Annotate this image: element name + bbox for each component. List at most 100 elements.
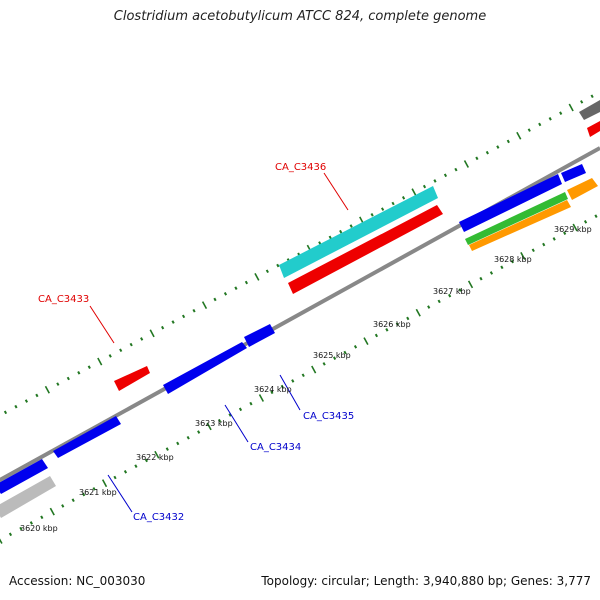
scale-tick xyxy=(463,160,470,168)
scale-tick xyxy=(270,390,274,395)
kbp-label: 3627 kbp xyxy=(433,287,471,296)
scale-tick xyxy=(437,299,441,304)
scale-tick xyxy=(244,280,249,285)
scale-tick xyxy=(374,333,379,338)
scale-tick xyxy=(161,325,165,330)
gene-arrow-red[interactable] xyxy=(114,366,150,391)
gene-arrow-orange[interactable] xyxy=(567,178,598,200)
genome-stats-label: Topology: circular; Length: 3,940,880 bp… xyxy=(261,574,591,588)
scale-tick xyxy=(234,286,238,290)
callout-line-ca-c3435 xyxy=(279,374,301,411)
gene-arrow-blue[interactable] xyxy=(459,174,562,232)
scale-tick xyxy=(433,179,437,183)
scale-tick xyxy=(171,320,175,324)
scale-tick xyxy=(328,235,332,240)
scale-tick xyxy=(254,272,260,281)
scale-tick xyxy=(97,357,103,366)
kbp-label: 3623 kbp xyxy=(195,419,233,428)
scale-tick xyxy=(395,322,399,326)
gene-arrow-red[interactable] xyxy=(288,205,443,294)
scale-tick xyxy=(580,100,584,104)
scale-tick xyxy=(322,362,326,366)
callout-line-ca-c3433 xyxy=(89,305,115,344)
scale-tick xyxy=(339,229,343,234)
kbp-label: 3621 kbp xyxy=(79,488,117,497)
gene-label-ca-c3432[interactable]: CA_C3432 xyxy=(133,512,184,523)
gene-label-ca-c3433[interactable]: CA_C3433 xyxy=(38,294,89,305)
gene-arrow-darkgray[interactable] xyxy=(579,100,600,120)
scale-tick xyxy=(496,145,500,149)
scale-tick xyxy=(265,269,269,274)
scale-tick xyxy=(0,538,3,544)
gene-label-ca-c3435[interactable]: CA_C3435 xyxy=(303,411,354,422)
scale-tick xyxy=(454,167,458,172)
scale-tick xyxy=(82,492,86,497)
gene-label-ca-c3436[interactable]: CA_C3436 xyxy=(275,162,326,173)
scale-tick xyxy=(572,223,578,232)
scale-tick xyxy=(56,382,60,386)
kbp-label: 3624 kbp xyxy=(254,385,292,394)
scale-tick xyxy=(520,252,526,260)
gene-arrow-blue[interactable] xyxy=(244,324,275,347)
callout-line-ca-c3434 xyxy=(224,404,249,443)
scale-tick xyxy=(542,242,546,247)
scale-tick xyxy=(385,327,389,332)
scale-tick xyxy=(363,337,369,346)
scale-tick xyxy=(590,94,594,99)
gene-arrow-blue[interactable] xyxy=(163,342,247,394)
scale-tick xyxy=(258,394,265,402)
scale-tick xyxy=(448,293,452,298)
scale-tick xyxy=(401,196,406,200)
scale-tick xyxy=(129,342,133,347)
scale-tick xyxy=(276,263,280,268)
scale-tick xyxy=(443,173,448,178)
scale-tick xyxy=(594,214,598,218)
scale-tick xyxy=(583,220,588,224)
scale-tick xyxy=(238,407,243,412)
gene-arrow-orange[interactable] xyxy=(469,200,571,251)
accession-label: Accession: NC_003030 xyxy=(9,574,146,588)
scale-tick xyxy=(311,365,317,374)
kbp-label: 3620 kbp xyxy=(20,524,58,533)
gene-arrow-blue[interactable] xyxy=(0,459,48,494)
scale-tick xyxy=(8,532,13,537)
scale-tick xyxy=(181,314,186,319)
scale-tick xyxy=(506,139,510,144)
inner-tick-ring xyxy=(0,214,598,544)
scale-tick xyxy=(14,404,18,409)
scale-tick xyxy=(77,371,81,375)
gene-arrow-green[interactable] xyxy=(465,192,568,245)
callout-line-ca-c3432 xyxy=(107,474,133,513)
scale-tick xyxy=(101,479,108,488)
scale-tick xyxy=(563,231,567,236)
gene-arrow-red[interactable] xyxy=(587,121,600,137)
scale-tick xyxy=(217,418,222,423)
scale-tick xyxy=(24,399,29,403)
scale-tick xyxy=(206,422,212,431)
scale-tick xyxy=(134,464,138,468)
scale-tick xyxy=(343,350,347,355)
scale-tick xyxy=(140,337,144,341)
scale-tick xyxy=(3,410,8,415)
scale-tick xyxy=(197,430,201,434)
gene-arrow-cyan[interactable] xyxy=(279,186,438,278)
callout-line-ca-c3436 xyxy=(323,172,349,211)
gene-arrow-blue[interactable] xyxy=(561,164,586,182)
kbp-label: 3626 kbp xyxy=(373,320,411,329)
scale-tick xyxy=(479,276,483,281)
outer-tick-ring xyxy=(3,94,594,415)
scale-tick xyxy=(144,458,148,463)
gene-arrow-blue[interactable] xyxy=(53,416,121,458)
scale-tick xyxy=(510,259,514,264)
scale-tick xyxy=(458,288,462,292)
scale-tick xyxy=(301,373,305,378)
scale-tick xyxy=(467,280,474,289)
gene-label-ca-c3434[interactable]: CA_C3434 xyxy=(250,442,301,453)
scale-tick xyxy=(485,150,489,155)
scale-tick xyxy=(123,470,128,474)
scale-tick xyxy=(349,224,353,228)
scale-tick xyxy=(119,348,123,353)
gene-arrow-gray[interactable] xyxy=(0,476,56,518)
scale-tick xyxy=(192,308,196,313)
